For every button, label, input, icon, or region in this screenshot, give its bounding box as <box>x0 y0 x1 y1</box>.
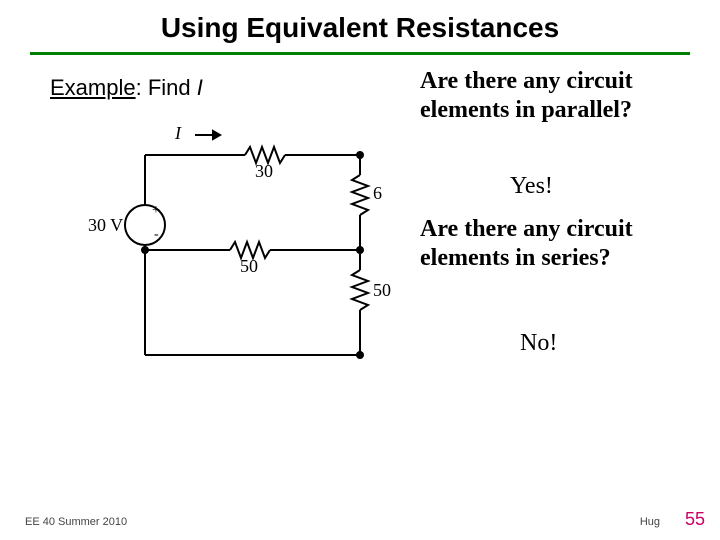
question-parallel: Are there any circuit elements in parall… <box>420 67 700 125</box>
page-number: 55 <box>685 509 705 530</box>
example-label: Example: Find I <box>50 75 203 101</box>
source-plus: + <box>152 203 160 219</box>
footer-course: EE 40 Summer 2010 <box>25 516 127 528</box>
r1-label: 30 <box>255 161 273 182</box>
answer-yes: Yes! <box>510 173 553 200</box>
current-label: I <box>175 123 181 144</box>
r2-label: 50 <box>240 256 258 277</box>
circuit-diagram: I 30 V + - 30 50 6 50 <box>90 125 400 385</box>
answer-no: No! <box>520 330 557 357</box>
content-area: Example: Find I Are there any circuit el… <box>0 55 720 495</box>
r3-label: 6 <box>373 183 382 204</box>
source-minus: - <box>154 227 159 243</box>
footer-author: Hug <box>640 516 660 528</box>
r4-label: 50 <box>373 280 391 301</box>
slide-title: Using Equivalent Resistances <box>0 12 720 44</box>
question-series: Are there any circuit elements in series… <box>420 215 700 273</box>
circuit-svg <box>90 125 400 385</box>
source-label: 30 V <box>88 215 123 236</box>
